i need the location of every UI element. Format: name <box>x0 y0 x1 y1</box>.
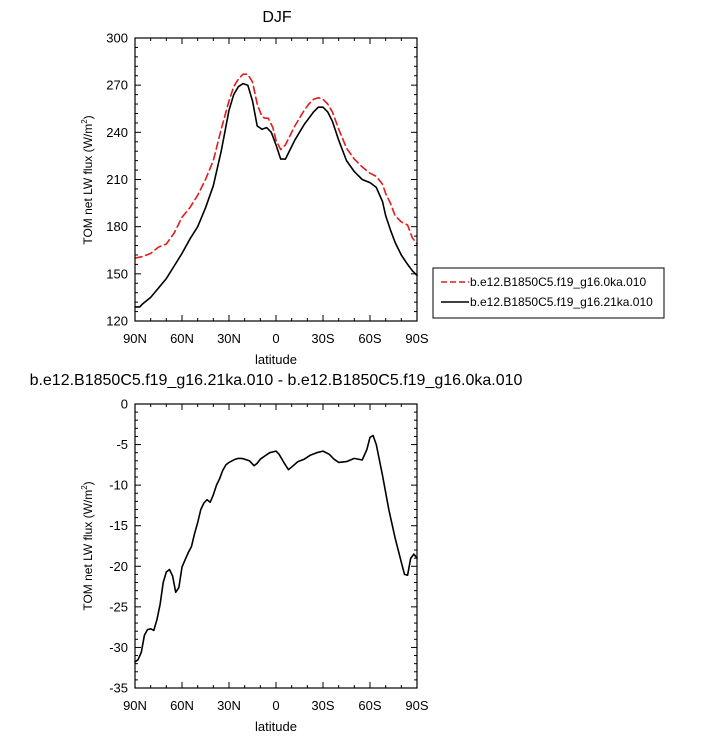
bottom-ytick-label: -10 <box>109 478 128 493</box>
bottom-xlabel: latitude <box>255 719 297 734</box>
top-xtick-label: 30S <box>311 331 334 346</box>
bottom-series-line-0 <box>134 434 418 663</box>
bottom-ylabel: TOM net LW flux (W/m2) <box>80 481 95 610</box>
top-ytick-label: 210 <box>106 172 128 187</box>
legend-label-0ka: b.e12.B1850C5.f19_g16.0ka.010 <box>470 275 646 289</box>
legend-label-21ka: b.e12.B1850C5.f19_g16.21ka.010 <box>470 295 653 309</box>
bottom-xtick-label: 90N <box>123 698 147 713</box>
top-ytick-label: 150 <box>106 266 128 281</box>
top-xtick-label: 30N <box>217 331 241 346</box>
top-series-line-0 <box>134 73 418 259</box>
bottom-xtick-label: 60N <box>170 698 194 713</box>
top-series-line-1 <box>134 82 418 308</box>
bottom-series-group <box>134 434 418 663</box>
top-ytick-label: 180 <box>106 219 128 234</box>
top-ytick-label: 120 <box>106 314 128 329</box>
top-panel: DJF 90N 60N 30N 0 30S 60S 90S 120 150 180 210 240 27… <box>80 9 665 367</box>
bottom-ytick-label: -25 <box>109 599 128 614</box>
bottom-xtick-label: 60S <box>358 698 381 713</box>
bottom-ytick-label: -5 <box>116 437 128 452</box>
top-xtick-label: 0 <box>272 331 279 346</box>
top-xtick-label: 90N <box>123 331 147 346</box>
top-ytick-label: 240 <box>106 125 128 140</box>
top-series-group <box>134 73 418 308</box>
top-xtick-label: 60N <box>170 331 194 346</box>
top-ytick-label: 300 <box>106 31 128 46</box>
bottom-ytick-label: -20 <box>109 559 128 574</box>
bottom-xtick-label: 30N <box>217 698 241 713</box>
top-ytick-label: 270 <box>106 78 128 93</box>
top-xlabel: latitude <box>255 352 297 367</box>
bottom-xtick-label: 90S <box>405 698 428 713</box>
top-ylabel: TOM net LW flux (W/m2) <box>80 115 95 244</box>
bottom-panel: b.e12.B1850C5.f19_g16.21ka.010 - b.e12.B… <box>30 372 523 734</box>
bottom-xtick-label: 0 <box>272 698 279 713</box>
top-chart-title: DJF <box>262 9 292 26</box>
bottom-ytick-label: 0 <box>121 397 128 412</box>
bottom-xtick-label: 30S <box>311 698 334 713</box>
bottom-chart-title: b.e12.B1850C5.f19_g16.21ka.010 - b.e12.B… <box>30 372 523 389</box>
bottom-ytick-label: -30 <box>109 640 128 655</box>
bottom-ytick-label: -35 <box>109 681 128 696</box>
legend-box <box>432 267 665 319</box>
top-xtick-label: 90S <box>405 331 428 346</box>
bottom-plot-frame <box>134 403 418 689</box>
bottom-ytick-label: -15 <box>109 518 128 533</box>
top-xtick-label: 60S <box>358 331 381 346</box>
top-plot-frame <box>134 37 418 322</box>
legend: b.e12.B1850C5.f19_g16.0ka.010 b.e12.B185… <box>432 267 665 319</box>
